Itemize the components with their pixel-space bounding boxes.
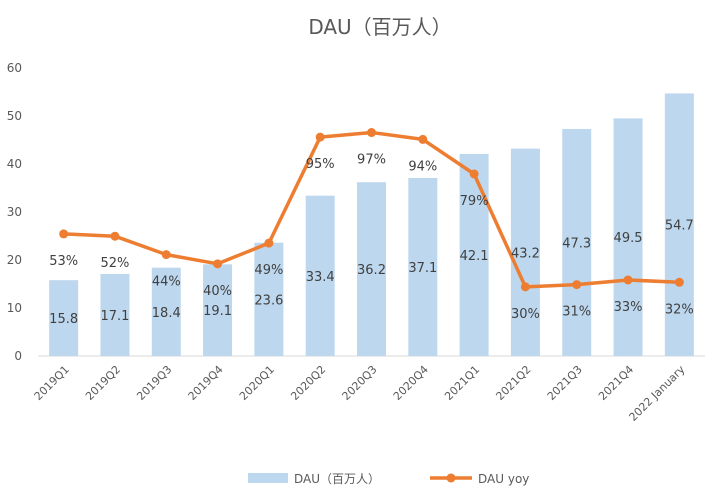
line-point	[367, 128, 376, 138]
line-point	[572, 280, 582, 290]
x-tick-label: 2019Q2	[83, 363, 123, 403]
line-point	[161, 250, 171, 260]
legend-swatch-marker	[446, 473, 456, 483]
line-point	[674, 277, 684, 287]
x-tick-label: 2020Q2	[288, 363, 328, 403]
line-point	[520, 282, 530, 292]
x-axis: 2019Q1 2019Q2 2019Q3 2019Q4 2020Q1 2020Q2 2020…	[32, 363, 688, 424]
legend-label: DAU yoy	[478, 472, 529, 486]
y-tick-label: 50	[7, 109, 22, 123]
bar-data-label: 49.5	[614, 231, 643, 246]
bar	[254, 242, 284, 356]
line-data-label: 49%	[254, 263, 283, 278]
line-point	[213, 259, 223, 269]
chart-title: DAU（百万人）	[308, 15, 451, 39]
bar-data-label: 23.6	[254, 293, 283, 308]
bar-data-label: 47.3	[562, 236, 591, 251]
line-data-labels: 53% 52% 44% 40% 49% 95% 97% 94% 79% 30% 31% 33% 32%	[49, 153, 694, 322]
bar	[562, 128, 592, 356]
bar-data-label: 42.1	[460, 249, 489, 264]
line-data-label: 95%	[306, 157, 335, 172]
line-point	[110, 231, 120, 241]
bar	[151, 267, 181, 356]
bar	[305, 195, 335, 356]
line-point	[418, 134, 428, 144]
bar	[100, 273, 130, 356]
bar-data-label: 54.7	[665, 219, 694, 234]
line-point	[264, 238, 274, 248]
x-tick-label: 2020Q3	[340, 363, 380, 403]
bar	[408, 177, 438, 356]
bar	[49, 280, 79, 356]
bar-data-label: 15.8	[49, 312, 78, 327]
y-tick-label: 30	[7, 205, 22, 219]
bar	[613, 118, 643, 357]
x-tick-label: 2020Q1	[237, 363, 277, 403]
legend-swatch-bar	[248, 473, 288, 483]
line-point	[59, 229, 69, 239]
line-point	[623, 275, 633, 285]
line-data-label: 97%	[357, 153, 386, 168]
y-tick-label: 40	[7, 157, 22, 171]
legend: DAU（百万人） DAU yoy	[248, 472, 529, 486]
bar-data-labels: 15.8 17.1 18.4 19.1 23.6 33.4 36.2 37.1 42.1 43.2…	[49, 219, 694, 327]
bar	[510, 148, 540, 356]
line-data-label: 32%	[665, 302, 694, 317]
bar	[459, 153, 489, 356]
line-data-label: 52%	[101, 256, 130, 271]
x-tick-label: 2019Q4	[186, 363, 226, 403]
line-series	[59, 128, 684, 292]
line-data-label: 53%	[49, 254, 78, 269]
y-tick-label: 20	[7, 253, 22, 267]
bar	[664, 93, 694, 356]
bar-series	[49, 93, 694, 357]
line-data-label: 31%	[562, 305, 591, 320]
y-axis: 0 10 20 30 40 50 60	[7, 61, 22, 363]
bar-data-label: 17.1	[100, 309, 129, 324]
line-data-label: 79%	[460, 194, 489, 209]
line-data-label: 44%	[152, 275, 181, 290]
bar-data-label: 33.4	[306, 270, 335, 285]
legend-label: DAU（百万人）	[294, 472, 380, 486]
line-data-label: 33%	[614, 300, 643, 315]
bar-data-label: 36.2	[357, 263, 386, 278]
x-tick-label: 2021Q1	[442, 363, 482, 403]
bar-data-label: 18.4	[152, 306, 181, 321]
line-point	[469, 169, 479, 179]
bar-data-label: 37.1	[408, 261, 437, 276]
line-point	[315, 132, 325, 142]
x-tick-label: 2021Q2	[493, 363, 533, 403]
x-tick-label: 2021Q4	[596, 363, 636, 403]
bar	[203, 264, 233, 356]
line-data-label: 40%	[203, 284, 232, 299]
x-tick-label: 2021Q3	[545, 363, 585, 403]
x-tick-label: 2019Q3	[134, 363, 174, 403]
x-tick-label: 2020Q4	[391, 363, 431, 403]
y-tick-label: 60	[7, 61, 22, 75]
bar	[357, 182, 386, 356]
y-tick-label: 0	[14, 349, 22, 363]
bar-data-label: 43.2	[511, 246, 540, 261]
line-data-label: 94%	[408, 159, 437, 174]
y-tick-label: 10	[7, 301, 22, 315]
line-data-label: 30%	[511, 307, 540, 322]
x-tick-label: 2019Q1	[32, 363, 72, 403]
bar-data-label: 19.1	[203, 304, 232, 319]
